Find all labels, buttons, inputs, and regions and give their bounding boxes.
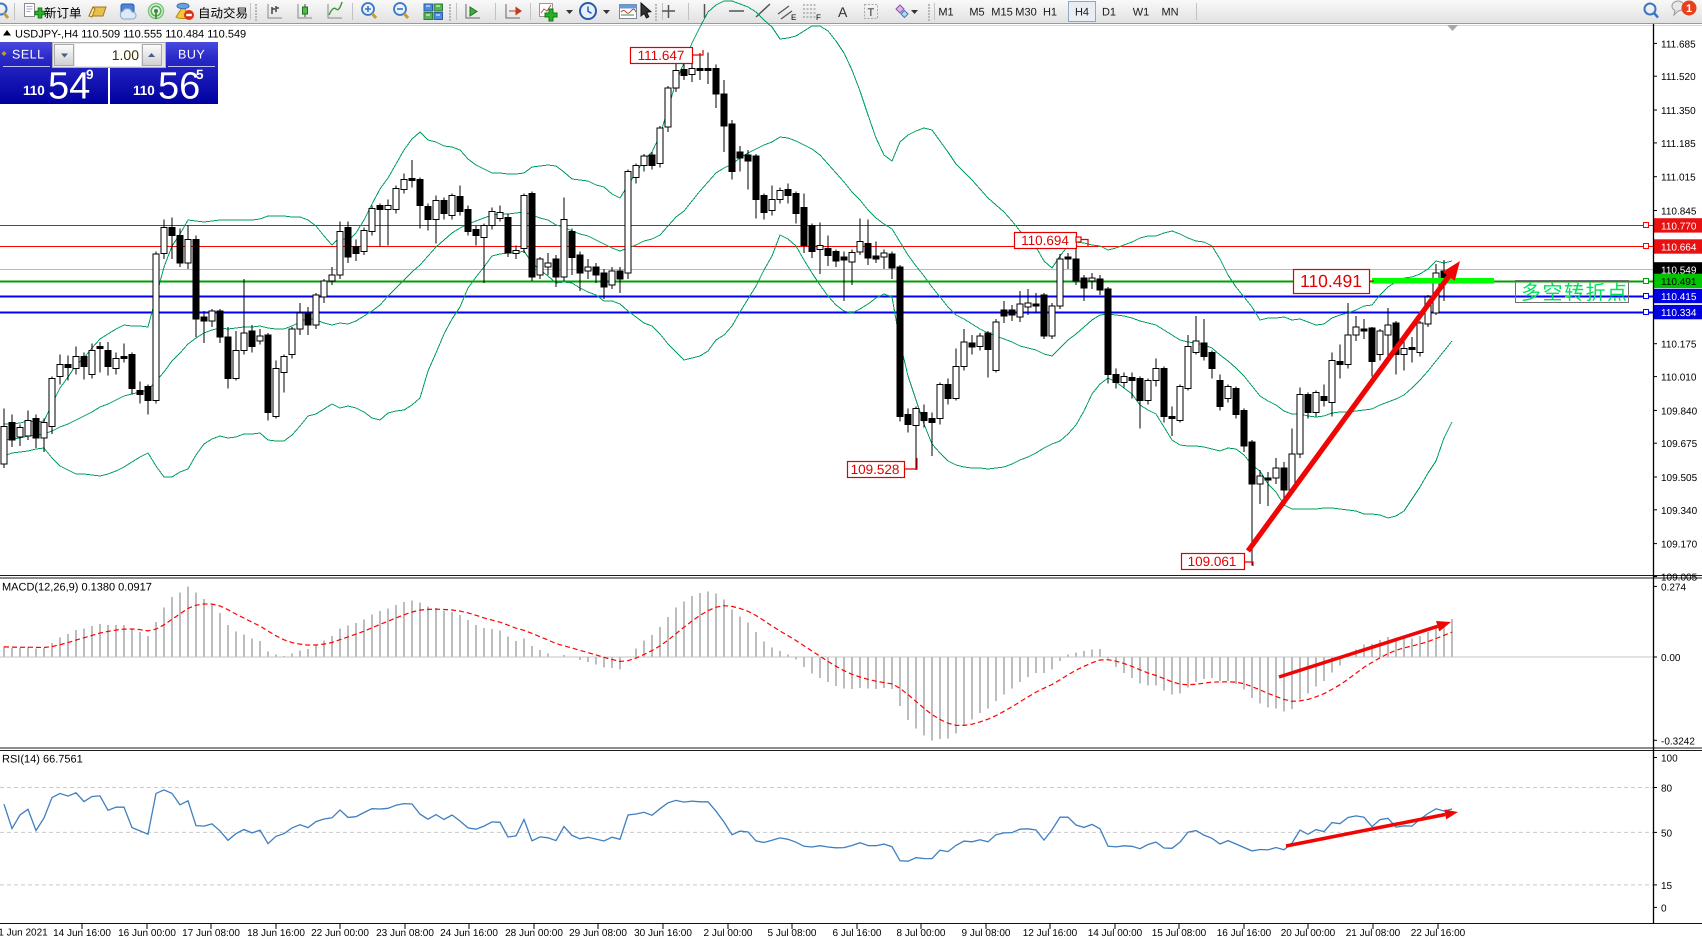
- svg-text:110.491: 110.491: [1300, 271, 1362, 291]
- svg-text:23 Jun 08:00: 23 Jun 08:00: [376, 928, 434, 939]
- svg-text:111.520: 111.520: [1661, 72, 1696, 83]
- svg-text:MN: MN: [1161, 7, 1178, 19]
- svg-text:111.647: 111.647: [638, 48, 685, 63]
- svg-text:22 Jul 16:00: 22 Jul 16:00: [1411, 928, 1466, 939]
- svg-text:-0.3242: -0.3242: [1661, 736, 1695, 747]
- svg-text:9 Jul 08:00: 9 Jul 08:00: [962, 928, 1011, 939]
- svg-text:5: 5: [196, 67, 204, 82]
- svg-text:W1: W1: [1133, 7, 1150, 19]
- svg-text:12 Jul 16:00: 12 Jul 16:00: [1023, 928, 1078, 939]
- svg-text:8 Jul 00:00: 8 Jul 00:00: [897, 928, 946, 939]
- svg-text:109.340: 109.340: [1661, 506, 1698, 517]
- svg-text:109.505: 109.505: [1661, 473, 1698, 484]
- svg-text:F: F: [816, 13, 821, 22]
- svg-text:110.334: 110.334: [1661, 308, 1697, 319]
- svg-text:0.274: 0.274: [1661, 582, 1686, 593]
- svg-text:20 Jul 00:00: 20 Jul 00:00: [1281, 928, 1336, 939]
- svg-text:14 Jun 16:00: 14 Jun 16:00: [53, 928, 111, 939]
- svg-text:1: 1: [1686, 3, 1692, 15]
- svg-text:5 Jul 08:00: 5 Jul 08:00: [768, 928, 817, 939]
- svg-text:109.528: 109.528: [851, 462, 900, 477]
- svg-text:110.549: 110.549: [1661, 265, 1697, 276]
- svg-text:1.00: 1.00: [112, 47, 139, 63]
- svg-text:110.175: 110.175: [1661, 340, 1697, 351]
- svg-text:0.00: 0.00: [1661, 653, 1681, 664]
- svg-text:110.664: 110.664: [1661, 243, 1697, 254]
- svg-text:110.845: 110.845: [1661, 207, 1697, 218]
- svg-text:109.675: 109.675: [1661, 439, 1698, 450]
- svg-text:BUY: BUY: [178, 48, 205, 62]
- svg-text:15: 15: [1661, 881, 1673, 892]
- svg-text:H1: H1: [1043, 7, 1057, 19]
- svg-text:A: A: [838, 4, 848, 20]
- svg-text:M5: M5: [969, 7, 984, 19]
- svg-text:110.415: 110.415: [1661, 292, 1697, 303]
- svg-text:109.005: 109.005: [1661, 573, 1698, 584]
- svg-text:100: 100: [1661, 754, 1678, 765]
- svg-text:15 Jul 08:00: 15 Jul 08:00: [1152, 928, 1207, 939]
- svg-text:110.770: 110.770: [1661, 221, 1697, 232]
- svg-text:H4: H4: [1075, 7, 1089, 19]
- svg-text:16 Jul 16:00: 16 Jul 16:00: [1217, 928, 1272, 939]
- svg-text:E: E: [791, 13, 796, 22]
- svg-text:109.170: 109.170: [1661, 540, 1698, 551]
- svg-text:0: 0: [1661, 903, 1667, 914]
- svg-text:2 Jul 00:00: 2 Jul 00:00: [704, 928, 753, 939]
- svg-text:RSI(14) 66.7561: RSI(14) 66.7561: [2, 754, 83, 766]
- svg-text:18 Jun 16:00: 18 Jun 16:00: [247, 928, 305, 939]
- svg-text:22 Jun 00:00: 22 Jun 00:00: [311, 928, 369, 939]
- svg-text:21 Jul 08:00: 21 Jul 08:00: [1346, 928, 1401, 939]
- svg-text:110.010: 110.010: [1661, 373, 1697, 384]
- svg-text:MACD(12,26,9) 0.1380 0.0917: MACD(12,26,9) 0.1380 0.0917: [2, 582, 152, 594]
- svg-text:16 Jun 00:00: 16 Jun 00:00: [118, 928, 176, 939]
- svg-text:1 Jun 2021: 1 Jun 2021: [0, 928, 48, 939]
- svg-text:110: 110: [133, 83, 155, 98]
- svg-text:110.491: 110.491: [1661, 277, 1697, 288]
- svg-text:T: T: [868, 7, 875, 19]
- svg-text:29 Jun 08:00: 29 Jun 08:00: [569, 928, 627, 939]
- svg-text:M1: M1: [938, 7, 953, 19]
- svg-text:9: 9: [86, 67, 94, 82]
- svg-text:USDJPY-,H4 110.509 110.555 11: USDJPY-,H4 110.509 110.555 110.484 110.5…: [15, 29, 246, 41]
- svg-text:111.685: 111.685: [1661, 39, 1696, 50]
- svg-text:D1: D1: [1102, 7, 1116, 19]
- svg-text:54: 54: [48, 66, 90, 108]
- svg-text:17 Jun 08:00: 17 Jun 08:00: [182, 928, 240, 939]
- svg-text:109.840: 109.840: [1661, 406, 1698, 417]
- svg-text:SELL: SELL: [12, 48, 45, 62]
- svg-text:109.061: 109.061: [1188, 554, 1237, 569]
- svg-text:6 Jul 16:00: 6 Jul 16:00: [833, 928, 882, 939]
- svg-text:111.185: 111.185: [1661, 139, 1696, 150]
- svg-text:24 Jun 16:00: 24 Jun 16:00: [440, 928, 498, 939]
- svg-text:M15: M15: [991, 7, 1012, 19]
- svg-text:28 Jun 00:00: 28 Jun 00:00: [505, 928, 563, 939]
- svg-text:14 Jul 00:00: 14 Jul 00:00: [1088, 928, 1143, 939]
- svg-text:M30: M30: [1015, 7, 1036, 19]
- svg-text:111.015: 111.015: [1661, 173, 1696, 184]
- svg-text:110: 110: [23, 83, 45, 98]
- svg-text:50: 50: [1661, 828, 1673, 839]
- svg-text:110.694: 110.694: [1021, 233, 1069, 248]
- svg-text:80: 80: [1661, 784, 1673, 795]
- svg-text:56: 56: [158, 66, 200, 108]
- svg-text:111.350: 111.350: [1661, 106, 1696, 117]
- svg-text:30 Jun 16:00: 30 Jun 16:00: [634, 928, 692, 939]
